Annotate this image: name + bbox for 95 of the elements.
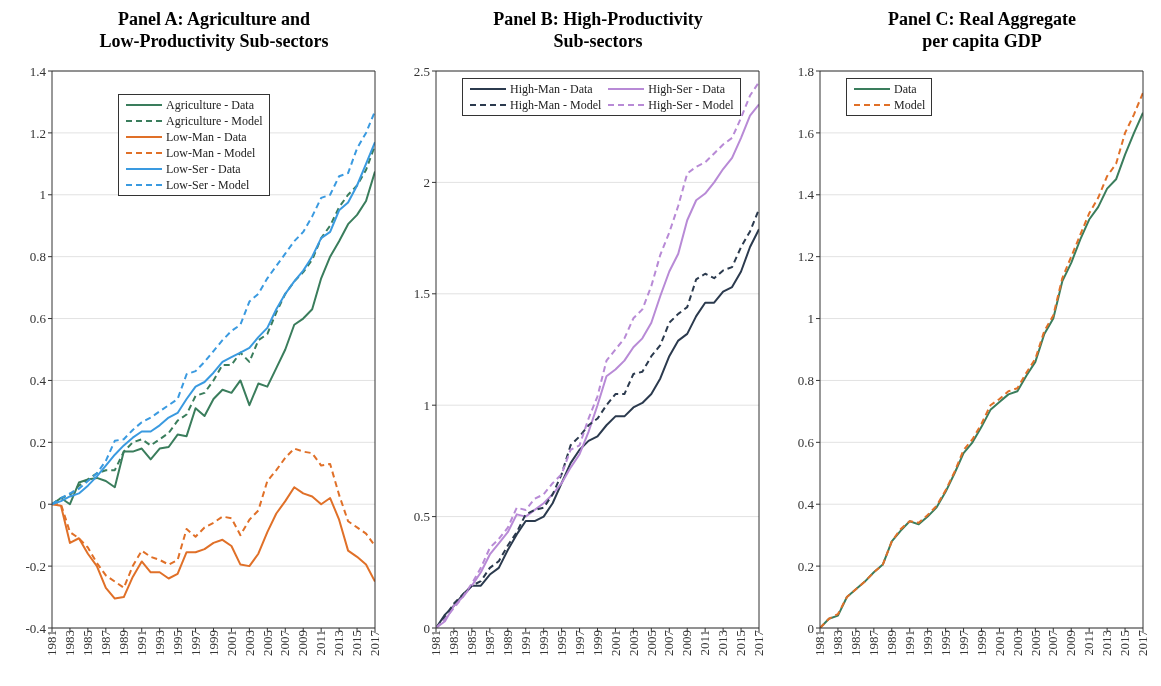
y-tick-label: 0.2 [29, 434, 46, 450]
x-tick-label: 2013 [331, 630, 347, 656]
y-tick-label: -0.4 [25, 620, 47, 636]
chart-title: Panel C: Real Aggregate per capita GDP [886, 8, 1078, 53]
y-tick-label: 1.6 [797, 125, 815, 141]
x-tick-label: 1995 [169, 630, 185, 656]
x-tick-label: 2001 [607, 630, 623, 656]
x-tick-label: 1997 [571, 629, 587, 656]
y-tick-label: 1.5 [413, 286, 430, 302]
x-tick-label: 1995 [553, 630, 569, 656]
x-tick-label: 2001 [991, 630, 1007, 656]
x-tick-label: 1985 [80, 630, 96, 656]
chart-title: Panel B: High-Productivity Sub-sectors [492, 8, 704, 53]
x-tick-label: 1983 [62, 630, 78, 656]
legend-label: Agriculture - Data [166, 97, 254, 113]
legend-label: High-Man - Data [510, 81, 593, 97]
y-tick-label: 0 [423, 620, 430, 636]
y-tick-label: 0 [39, 496, 46, 512]
x-tick-label: 1999 [205, 630, 221, 656]
x-tick-label: 2011 [697, 630, 713, 656]
x-tick-label: 1991 [901, 630, 917, 656]
y-tick-label: 2 [423, 175, 430, 191]
x-tick-label: 2017 [367, 629, 383, 656]
x-tick-label: 2005 [643, 630, 659, 656]
x-tick-label: 2017 [751, 629, 767, 656]
y-tick-label: 0.6 [797, 434, 815, 450]
x-tick-label: 2017 [1135, 629, 1151, 656]
legend-label: Low-Ser - Data [166, 161, 241, 177]
legend-label: Data [894, 81, 917, 97]
y-tick-label: 1.2 [797, 249, 814, 265]
x-tick-label: 1991 [517, 630, 533, 656]
y-tick-label: 1.4 [29, 63, 47, 79]
x-tick-label: 2003 [625, 630, 641, 656]
x-tick-label: 2011 [1081, 630, 1097, 656]
x-tick-label: 2015 [1117, 630, 1133, 656]
y-tick-label: 0.4 [29, 373, 47, 389]
legend-label: High-Man - Model [510, 97, 602, 113]
y-tick-label: 0.2 [797, 558, 814, 574]
x-tick-label: 2015 [349, 630, 365, 656]
x-tick-label: 2011 [313, 630, 329, 656]
x-tick-label: 2009 [679, 630, 695, 656]
x-tick-label: 2003 [241, 630, 257, 656]
x-tick-label: 1983 [446, 630, 462, 656]
legend-label: Low-Man - Data [166, 129, 247, 145]
y-tick-label: 1.2 [29, 125, 46, 141]
x-tick-label: 1985 [848, 630, 864, 656]
x-tick-label: 2013 [715, 630, 731, 656]
x-tick-label: 1999 [973, 630, 989, 656]
legend-label: High-Ser - Model [648, 97, 734, 113]
chart-title: Panel A: Agriculture and Low-Productivity Sub-sectors [98, 8, 330, 53]
x-tick-label: 2007 [277, 629, 293, 656]
x-tick-label: 1989 [500, 630, 516, 656]
x-tick-label: 1997 [955, 629, 971, 656]
x-tick-label: 1993 [151, 630, 167, 656]
x-tick-label: 1983 [830, 630, 846, 656]
x-tick-label: 2007 [1045, 629, 1061, 656]
x-tick-label: 1987 [866, 629, 882, 656]
y-tick-label: 1.8 [797, 63, 814, 79]
legend-label: Low-Ser - Model [166, 177, 250, 193]
y-tick-label: 0.6 [29, 311, 47, 327]
y-tick-label: 1 [39, 187, 46, 203]
x-tick-label: 2001 [223, 630, 239, 656]
legend-label: Model [894, 97, 926, 113]
x-tick-label: 2003 [1009, 630, 1025, 656]
x-tick-label: 2015 [733, 630, 749, 656]
y-tick-label: 1.4 [797, 187, 815, 203]
y-tick-label: 0.8 [29, 249, 46, 265]
x-tick-label: 1987 [98, 629, 114, 656]
y-tick-label: 2.5 [413, 63, 430, 79]
y-tick-label: -0.2 [25, 558, 46, 574]
x-tick-label: 1989 [116, 630, 132, 656]
legend-label: High-Ser - Data [648, 81, 725, 97]
x-tick-label: 2009 [295, 630, 311, 656]
x-tick-label: 2007 [661, 629, 677, 656]
x-tick-label: 1993 [919, 630, 935, 656]
y-tick-label: 0.8 [797, 373, 814, 389]
x-tick-label: 1997 [187, 629, 203, 656]
y-tick-label: 0 [807, 620, 814, 636]
x-tick-label: 2005 [259, 630, 275, 656]
x-tick-label: 2009 [1063, 630, 1079, 656]
x-tick-label: 1995 [937, 630, 953, 656]
x-tick-label: 1991 [133, 630, 149, 656]
y-tick-label: 1 [807, 311, 814, 327]
x-tick-label: 1993 [535, 630, 551, 656]
x-tick-label: 2005 [1027, 630, 1043, 656]
y-tick-label: 0.5 [413, 509, 430, 525]
x-tick-label: 2013 [1099, 630, 1115, 656]
x-tick-label: 1985 [464, 630, 480, 656]
legend-label: Low-Man - Model [166, 145, 256, 161]
x-tick-label: 1987 [482, 629, 498, 656]
x-tick-label: 1999 [589, 630, 605, 656]
x-tick-label: 1989 [884, 630, 900, 656]
y-tick-label: 0.4 [797, 496, 815, 512]
legend-label: Agriculture - Model [166, 113, 263, 129]
y-tick-label: 1 [423, 397, 430, 413]
